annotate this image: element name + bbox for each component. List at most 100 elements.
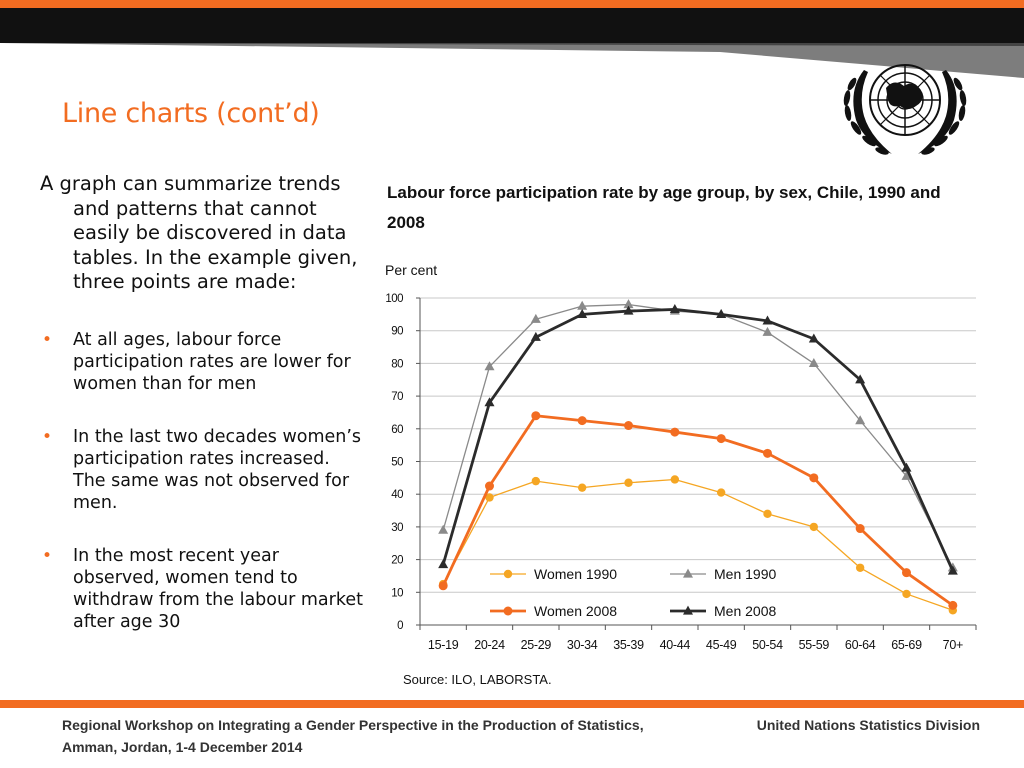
header-swoosh xyxy=(0,43,1024,78)
footer-accent-bar xyxy=(0,700,1024,708)
bullet-item: • In the most recent year observed, wome… xyxy=(40,545,365,633)
data-point-men-1990 xyxy=(855,415,866,425)
data-point-men-1990 xyxy=(808,358,819,367)
bullet-item: • In the last two decades women’s partic… xyxy=(40,426,365,514)
data-point-men-2008 xyxy=(623,305,634,315)
x-tick-label: 35-39 xyxy=(613,638,644,652)
series-line-men-2008 xyxy=(441,308,955,572)
legend-marker xyxy=(503,569,513,579)
data-point-women-1990 xyxy=(902,589,911,599)
legend-marker xyxy=(683,568,693,578)
data-point-men-2008 xyxy=(438,559,449,569)
data-point-men-2008 xyxy=(808,333,819,343)
data-point-women-2008 xyxy=(485,481,494,491)
legend-marker xyxy=(683,605,693,615)
data-point-men-1990 xyxy=(577,300,588,310)
data-point-men-2008 xyxy=(716,308,727,318)
data-point-women-1990 xyxy=(624,478,633,487)
y-tick-label: 50 xyxy=(391,457,403,469)
data-point-men-2008 xyxy=(855,374,866,384)
data-point-men-2008 xyxy=(669,304,680,314)
legend-label: Men 2008 xyxy=(714,603,776,619)
line-chart: Per cent 0 10 20 30 40 50 60 70 80 90 100 15-19 20-24… xyxy=(385,262,977,652)
chart-title: Labour force participation rate by age g… xyxy=(387,183,941,232)
legend-label: Women 2008 xyxy=(534,603,617,619)
y-tick-label: 100 xyxy=(385,293,403,305)
footer-event: Regional Workshop on Integrating a Gende… xyxy=(62,717,644,755)
bullet-text: In the last two decades women’s particip… xyxy=(73,426,362,513)
x-tick-label: 55-59 xyxy=(799,638,830,652)
series-line-women-2008 xyxy=(441,414,954,607)
data-point-women-1990 xyxy=(763,509,772,519)
data-point-women-2008 xyxy=(438,581,448,591)
footer-organization: United Nations Statistics Division xyxy=(756,717,980,733)
source-note: Source: ILO, LABORSTA. xyxy=(403,672,552,687)
bullet-dot-icon: • xyxy=(42,329,53,350)
bullet-dot-icon: • xyxy=(42,426,53,447)
x-tick-label: 15-19 xyxy=(428,638,459,652)
data-point-women-2008 xyxy=(577,416,587,426)
y-tick-label: 90 xyxy=(391,326,403,338)
x-tick-label: 20-24 xyxy=(474,638,505,652)
data-point-men-2008 xyxy=(530,331,541,341)
x-tick-label: 25-29 xyxy=(521,638,552,652)
bullet-text: At all ages, labour force participation … xyxy=(73,329,351,394)
x-tick-label: 45-49 xyxy=(706,638,737,652)
data-point-women-2008 xyxy=(716,434,726,444)
data-point-men-2008 xyxy=(901,462,912,472)
data-point-women-1990 xyxy=(716,488,726,497)
top-accent-bar xyxy=(0,0,1024,8)
y-tick-label: 60 xyxy=(391,424,403,436)
data-point-women-1990 xyxy=(485,493,494,502)
data-point-men-1990 xyxy=(438,524,449,534)
legend-label: Men 1990 xyxy=(714,566,776,582)
y-tick-label: 70 xyxy=(391,391,403,403)
un-emblem-icon xyxy=(843,64,967,155)
data-point-men-1990 xyxy=(623,299,634,309)
data-point-women-2008 xyxy=(624,421,633,431)
data-point-women-1990 xyxy=(809,522,819,532)
data-point-men-2008 xyxy=(762,315,773,325)
data-point-men-1990 xyxy=(530,313,541,323)
explanation-text: A graph can summarize trends and pattern… xyxy=(40,172,365,664)
data-point-women-1990 xyxy=(855,563,865,572)
bullet-item: • At all ages, labour force participatio… xyxy=(40,329,365,395)
data-point-women-2008 xyxy=(763,448,772,458)
legend-marker xyxy=(503,606,513,616)
series-line-women-1990 xyxy=(442,478,954,611)
x-tick-label: 70+ xyxy=(943,638,963,652)
data-point-men-2008 xyxy=(947,565,958,575)
y-tick-label: 80 xyxy=(391,358,403,370)
data-point-men-1990 xyxy=(762,326,773,336)
bullet-text: In the most recent year observed, women … xyxy=(73,545,363,632)
data-point-men-2008 xyxy=(484,397,495,407)
data-point-men-2008 xyxy=(577,308,588,318)
bullet-dot-icon: • xyxy=(42,545,53,566)
data-point-women-1990 xyxy=(577,483,587,492)
y-tick-label: 0 xyxy=(397,620,403,632)
data-point-women-2008 xyxy=(855,524,865,534)
x-tick-label: 60-64 xyxy=(845,638,876,652)
data-point-men-1990 xyxy=(484,361,495,371)
x-tick-label: 65-69 xyxy=(891,638,922,652)
data-point-women-1990 xyxy=(670,475,680,484)
page-title: Line charts (cont’d) xyxy=(62,98,320,129)
data-point-women-2008 xyxy=(948,600,958,610)
y-tick-label: 40 xyxy=(391,489,403,501)
data-point-women-2008 xyxy=(670,427,680,437)
x-tick-label: 50-54 xyxy=(752,638,783,652)
legend-label: Women 1990 xyxy=(534,566,617,582)
data-point-women-2008 xyxy=(809,473,819,483)
x-tick-label: 30-34 xyxy=(567,638,598,652)
data-point-women-2008 xyxy=(531,411,541,421)
y-tick-label: 30 xyxy=(391,522,403,534)
y-tick-label: 20 xyxy=(391,555,403,567)
y-tick-label: 10 xyxy=(391,587,403,599)
data-point-women-1990 xyxy=(531,476,541,486)
data-point-men-1990 xyxy=(901,470,912,480)
intro-paragraph: A graph can summarize trends and pattern… xyxy=(40,172,358,293)
top-black-band xyxy=(0,8,1024,43)
data-point-women-2008 xyxy=(902,568,911,578)
x-tick-label: 40-44 xyxy=(660,638,691,652)
y-axis-label: Per cent xyxy=(385,262,437,278)
